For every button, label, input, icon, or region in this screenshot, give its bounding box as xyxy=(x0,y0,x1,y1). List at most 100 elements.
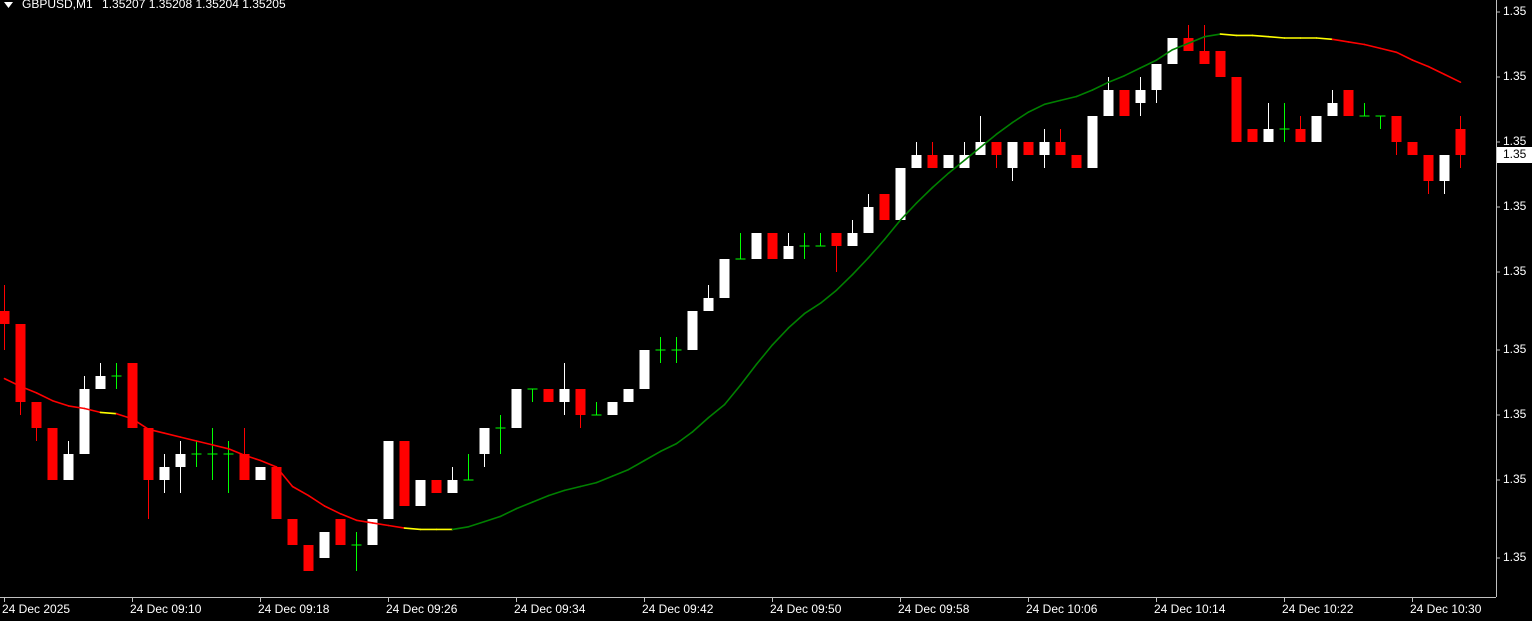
candle-body xyxy=(1423,155,1434,181)
moving-average-segment xyxy=(355,519,374,524)
candle-body xyxy=(1183,38,1194,51)
candle-body xyxy=(1311,116,1322,142)
y-tick-label: 1.35 xyxy=(1503,342,1527,356)
candle-body xyxy=(367,519,378,545)
moving-average-segment xyxy=(371,522,390,527)
moving-average-segment xyxy=(163,432,182,438)
candle-body xyxy=(79,389,90,454)
candle-body xyxy=(175,454,186,467)
moving-average-segment xyxy=(195,440,214,446)
moving-average-segment xyxy=(787,312,806,329)
candle-body xyxy=(703,298,714,311)
moving-average-segment xyxy=(659,442,678,453)
candle-body xyxy=(847,233,858,246)
moving-average-segment xyxy=(1091,81,1110,91)
moving-average-segment xyxy=(35,392,54,402)
y-tick-label: 1.35 xyxy=(1503,4,1527,18)
moving-average-segment xyxy=(1027,103,1046,113)
candle-body xyxy=(943,155,954,168)
candle-body xyxy=(127,363,138,428)
x-tick-label: 24 Dec 09:10 xyxy=(130,602,202,616)
moving-average-segment xyxy=(131,418,150,431)
moving-average-segment xyxy=(931,172,950,189)
moving-average-segment xyxy=(819,289,838,305)
candle-body xyxy=(687,311,698,350)
candle-body xyxy=(143,428,154,480)
x-tick-label: 24 Dec 09:26 xyxy=(386,602,458,616)
candle-body xyxy=(831,233,842,246)
candle-body xyxy=(255,467,266,480)
moving-average-segment xyxy=(1155,48,1174,61)
candle-body xyxy=(319,532,330,558)
moving-average-segment xyxy=(3,377,22,388)
candle-body xyxy=(1087,116,1098,168)
x-tick-label: 24 Dec 09:34 xyxy=(514,602,586,616)
moving-average-segment xyxy=(643,450,662,462)
moving-average-segment xyxy=(547,489,566,497)
moving-average-segment xyxy=(1427,65,1446,76)
moving-average-segment xyxy=(963,146,982,161)
candle-body xyxy=(335,519,346,545)
moving-average-segment xyxy=(99,411,118,415)
symbol: GBPUSD,M1 xyxy=(22,0,93,11)
moving-average-segment xyxy=(611,468,630,477)
candle-body xyxy=(575,389,586,415)
x-tick-label: 24 Dec 09:50 xyxy=(770,602,842,616)
candle-body xyxy=(879,194,890,220)
candle-body xyxy=(0,311,10,324)
moving-average-segment xyxy=(1171,42,1190,51)
moving-average-segment xyxy=(1011,111,1030,124)
moving-average-segment xyxy=(595,475,614,484)
candle-body xyxy=(1151,64,1162,90)
candle-body xyxy=(15,324,26,402)
y-tick-label: 1.35 xyxy=(1503,472,1527,486)
candle-body xyxy=(1327,103,1338,116)
moving-average-segment xyxy=(1379,47,1398,54)
moving-average-segment xyxy=(179,436,198,442)
moving-average-segment xyxy=(243,454,262,462)
moving-average-segment xyxy=(691,416,710,433)
candle-body xyxy=(1039,142,1050,155)
candle-body xyxy=(159,467,170,480)
moving-average-segment xyxy=(499,507,518,518)
candle-body xyxy=(959,155,970,168)
candle-body xyxy=(1407,142,1418,155)
moving-average-segment xyxy=(1267,35,1286,39)
candle-body xyxy=(1391,116,1402,142)
moving-average-segment xyxy=(307,494,326,507)
moving-average-segment xyxy=(403,527,422,531)
candle-body xyxy=(1439,155,1450,181)
moving-average-segment xyxy=(515,501,534,510)
moving-average-segment xyxy=(899,202,918,221)
x-tick-label: 24 Dec 10:06 xyxy=(1026,602,1098,616)
x-tick-label: 24 Dec 2025 xyxy=(2,602,70,616)
header-low: 1.35204 xyxy=(196,0,240,11)
header-open: 1.35207 xyxy=(102,0,146,11)
moving-average-segment xyxy=(723,384,742,406)
candle-body xyxy=(239,454,250,480)
moving-average-segment xyxy=(67,405,86,410)
candle-body xyxy=(271,467,282,519)
candle-body xyxy=(287,519,298,545)
candle-body xyxy=(1007,142,1018,168)
moving-average-segment xyxy=(1075,89,1094,98)
moving-average-segment xyxy=(1395,51,1414,61)
moving-average-segment xyxy=(1443,73,1462,83)
moving-average-segment xyxy=(83,407,102,414)
y-tick-label: 1.35 xyxy=(1503,69,1527,83)
candle-body xyxy=(991,142,1002,155)
header-arrow xyxy=(4,2,13,8)
moving-average-segment xyxy=(323,505,342,515)
candle-body xyxy=(31,402,42,428)
moving-average-segment xyxy=(451,525,470,531)
candle-body xyxy=(975,142,986,155)
moving-average-segment xyxy=(915,186,934,204)
chart-header: GBPUSD,M1 1.35207 1.35208 1.35204 1.3520… xyxy=(22,0,286,11)
moving-average-segment xyxy=(1251,34,1270,38)
candle-body xyxy=(383,441,394,519)
candle-body xyxy=(895,168,906,220)
moving-average-segment xyxy=(1107,74,1126,83)
candle-body xyxy=(719,259,730,298)
